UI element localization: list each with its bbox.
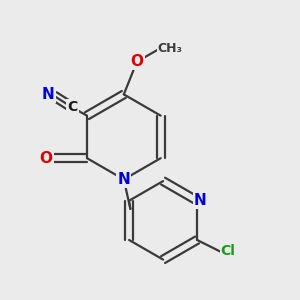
Text: O: O xyxy=(130,54,143,69)
Text: N: N xyxy=(194,193,207,208)
Text: C: C xyxy=(67,100,77,115)
Text: CH₃: CH₃ xyxy=(158,42,183,55)
Text: N: N xyxy=(118,172,130,187)
Text: Cl: Cl xyxy=(221,244,236,258)
Text: O: O xyxy=(40,151,52,166)
Text: N: N xyxy=(42,87,55,102)
